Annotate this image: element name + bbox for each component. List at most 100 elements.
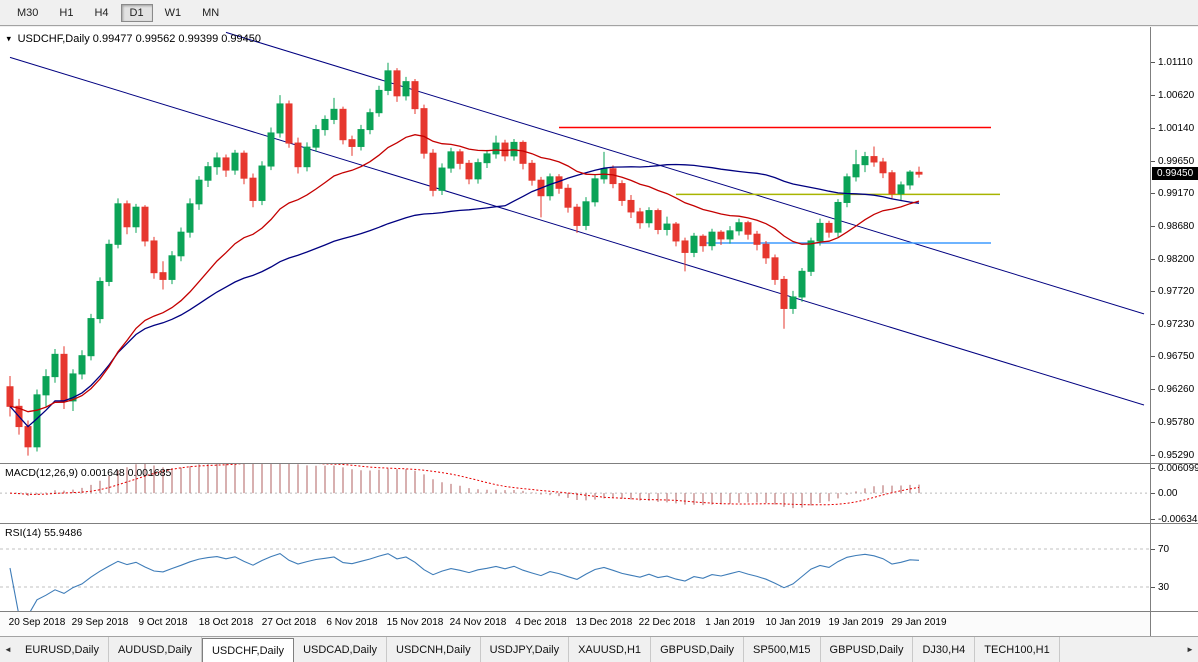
timeframe-toolbar: M30 H1 H4 D1 W1 MN [0,0,1198,26]
price-axis-tick [1151,454,1155,456]
timeframe-button-m30[interactable]: M30 [8,4,47,22]
rsi-axis-tick [1151,549,1155,550]
tab-dj30-h4[interactable]: DJ30,H4 [913,637,976,662]
macd-axis-tick [1151,493,1155,495]
tab-usdjpy-daily[interactable]: USDJPY,Daily [481,637,570,662]
price-axis-label: 0.99170 [1158,188,1195,200]
date-label: 9 Oct 2018 [138,617,188,628]
price-axis-label: 0.96260 [1158,384,1195,396]
price-axis-label: 0.99650 [1158,155,1195,167]
date-label: 29 Jan 2019 [891,617,947,628]
macd-panel[interactable]: MACD(12,26,9) 0.001648 0.001685 0.006099… [0,464,1198,523]
date-label: 29 Sep 2018 [71,617,129,628]
date-label: 10 Jan 2019 [765,617,821,628]
current-price-badge: 0.99450 [1152,167,1198,181]
timeframe-button-d1[interactable]: D1 [120,3,153,22]
rsi-label: RSI(14) 55.9486 [5,527,82,539]
price-axis-tick [1151,258,1155,260]
fast-ma-line [9,134,920,413]
timeframe-button-w1[interactable]: W1 [156,4,191,22]
slow-ma-line [9,163,920,428]
rsi-name: RSI(14) [5,527,42,539]
rsi-line [9,552,920,611]
price-axis-tick [1151,323,1155,325]
price-axis-label: 0.96750 [1158,351,1195,363]
date-label: 1 Jan 2019 [705,617,755,628]
price-axis-label: 1.01110 [1158,57,1193,69]
tab-sp500-m15[interactable]: SP500,M15 [744,637,821,662]
price-axis-label: 0.97230 [1158,318,1195,330]
price-axis-label: 1.00620 [1158,90,1195,102]
macd-axis-label: 0.00 [1158,488,1178,500]
timeframe-button-h1[interactable]: H1 [50,4,82,22]
tab-scroll-right[interactable]: ► [1186,645,1194,654]
date-label: 13 Dec 2018 [575,617,633,628]
price-axis-label: 1.00140 [1158,122,1195,134]
price-axis-label: 0.95780 [1158,416,1195,428]
price-axis-label: 0.98680 [1158,221,1195,233]
tab-audusd-daily[interactable]: AUDUSD,Daily [109,637,202,662]
macd-axis-tick [1151,468,1155,469]
chart-symbol-label: USDCHF,Daily [17,33,90,45]
macd-histogram [18,464,920,509]
chart-title: ▾ USDCHF,Daily 0.99477 0.99562 0.99399 0… [6,32,261,45]
tab-scroll-left[interactable]: ◄ [4,645,12,654]
timeframe-button-mn[interactable]: MN [193,4,228,22]
price-axis-tick [1151,127,1155,129]
tab-eurusd-daily[interactable]: EURUSD,Daily [16,637,109,662]
price-axis[interactable]: 0.99450 1.01110 1.00620 1.00140 0.99650 0.99… [1150,27,1198,463]
price-axis-tick [1151,226,1155,228]
tab-usdcad-daily[interactable]: USDCAD,Daily [294,637,388,662]
price-axis-tick [1151,389,1155,391]
candlestick-chart[interactable] [0,27,1150,463]
rsi-axis-tick [1151,587,1155,588]
macd-current-values: 0.001648 0.001685 [80,467,172,479]
rsi-current-value: 55.9486 [44,527,83,539]
price-axis-tick [1151,193,1155,195]
tab-gbpusd-daily[interactable]: GBPUSD,Daily [651,637,745,662]
time-axis[interactable]: 20 Sep 2018 29 Sep 2018 9 Oct 2018 18 Oct 2… [0,612,1198,636]
macd-axis-label: -0.006347 [1158,514,1198,523]
main-chart-panel[interactable]: ▾ USDCHF,Daily 0.99477 0.99562 0.99399 0… [0,27,1198,463]
candles-layer [6,62,923,456]
tab-usdchf-daily[interactable]: USDCHF,Daily [201,638,295,662]
macd-axis-tick [1151,519,1155,521]
price-axis-tick [1151,421,1155,423]
tab-tech100-h1[interactable]: TECH100,H1 [975,637,1060,662]
tab-gbpusd-daily[interactable]: GBPUSD,Daily [821,637,914,662]
price-axis-tick [1151,95,1155,97]
date-label: 27 Oct 2018 [261,617,317,628]
tab-usdcnh-daily[interactable]: USDCNH,Daily [387,637,481,662]
time-axis-corner [1150,612,1198,636]
timeframe-button-h4[interactable]: H4 [85,4,117,22]
price-axis-label: 0.98200 [1158,253,1195,265]
macd-axis-label: 0.006099 [1158,464,1198,475]
rsi-plot[interactable] [0,524,1150,611]
chart-tabs-bar: ◄ EURUSD,Daily AUDUSD,Daily USDCHF,Daily USD… [0,636,1198,662]
rsi-panel[interactable]: RSI(14) 55.9486 70 30 [0,524,1198,611]
price-axis-label: 0.95290 [1158,449,1195,461]
macd-name: MACD(12,26,9) [5,467,78,479]
date-label: 4 Dec 2018 [515,617,567,628]
panel-divider[interactable] [0,611,1198,612]
date-label: 18 Oct 2018 [198,617,254,628]
macd-label: MACD(12,26,9) 0.001648 0.001685 [5,467,171,479]
panel-divider[interactable] [0,523,1198,524]
date-label: 19 Jan 2019 [828,617,884,628]
date-label: 20 Sep 2018 [8,617,66,628]
rsi-axis-label: 70 [1158,544,1170,555]
tab-xauusd-h1[interactable]: XAUUSD,H1 [569,637,652,662]
rsi-axis: 70 30 [1150,524,1198,611]
price-axis-tick [1151,62,1155,64]
chart-menu-icon[interactable]: ▾ [6,34,11,44]
chart-ohlc-values: 0.99477 0.99562 0.99399 0.99450 [92,33,261,45]
macd-plot[interactable] [0,464,1150,523]
price-axis-tick [1151,356,1155,358]
price-axis-label: 0.97720 [1158,285,1195,297]
macd-axis: 0.006099 0.00 -0.006347 [1150,464,1198,523]
trendlines-layer [9,31,1145,406]
date-label: 6 Nov 2018 [326,617,378,628]
panel-divider[interactable] [0,463,1198,464]
date-label: 22 Dec 2018 [638,617,696,628]
